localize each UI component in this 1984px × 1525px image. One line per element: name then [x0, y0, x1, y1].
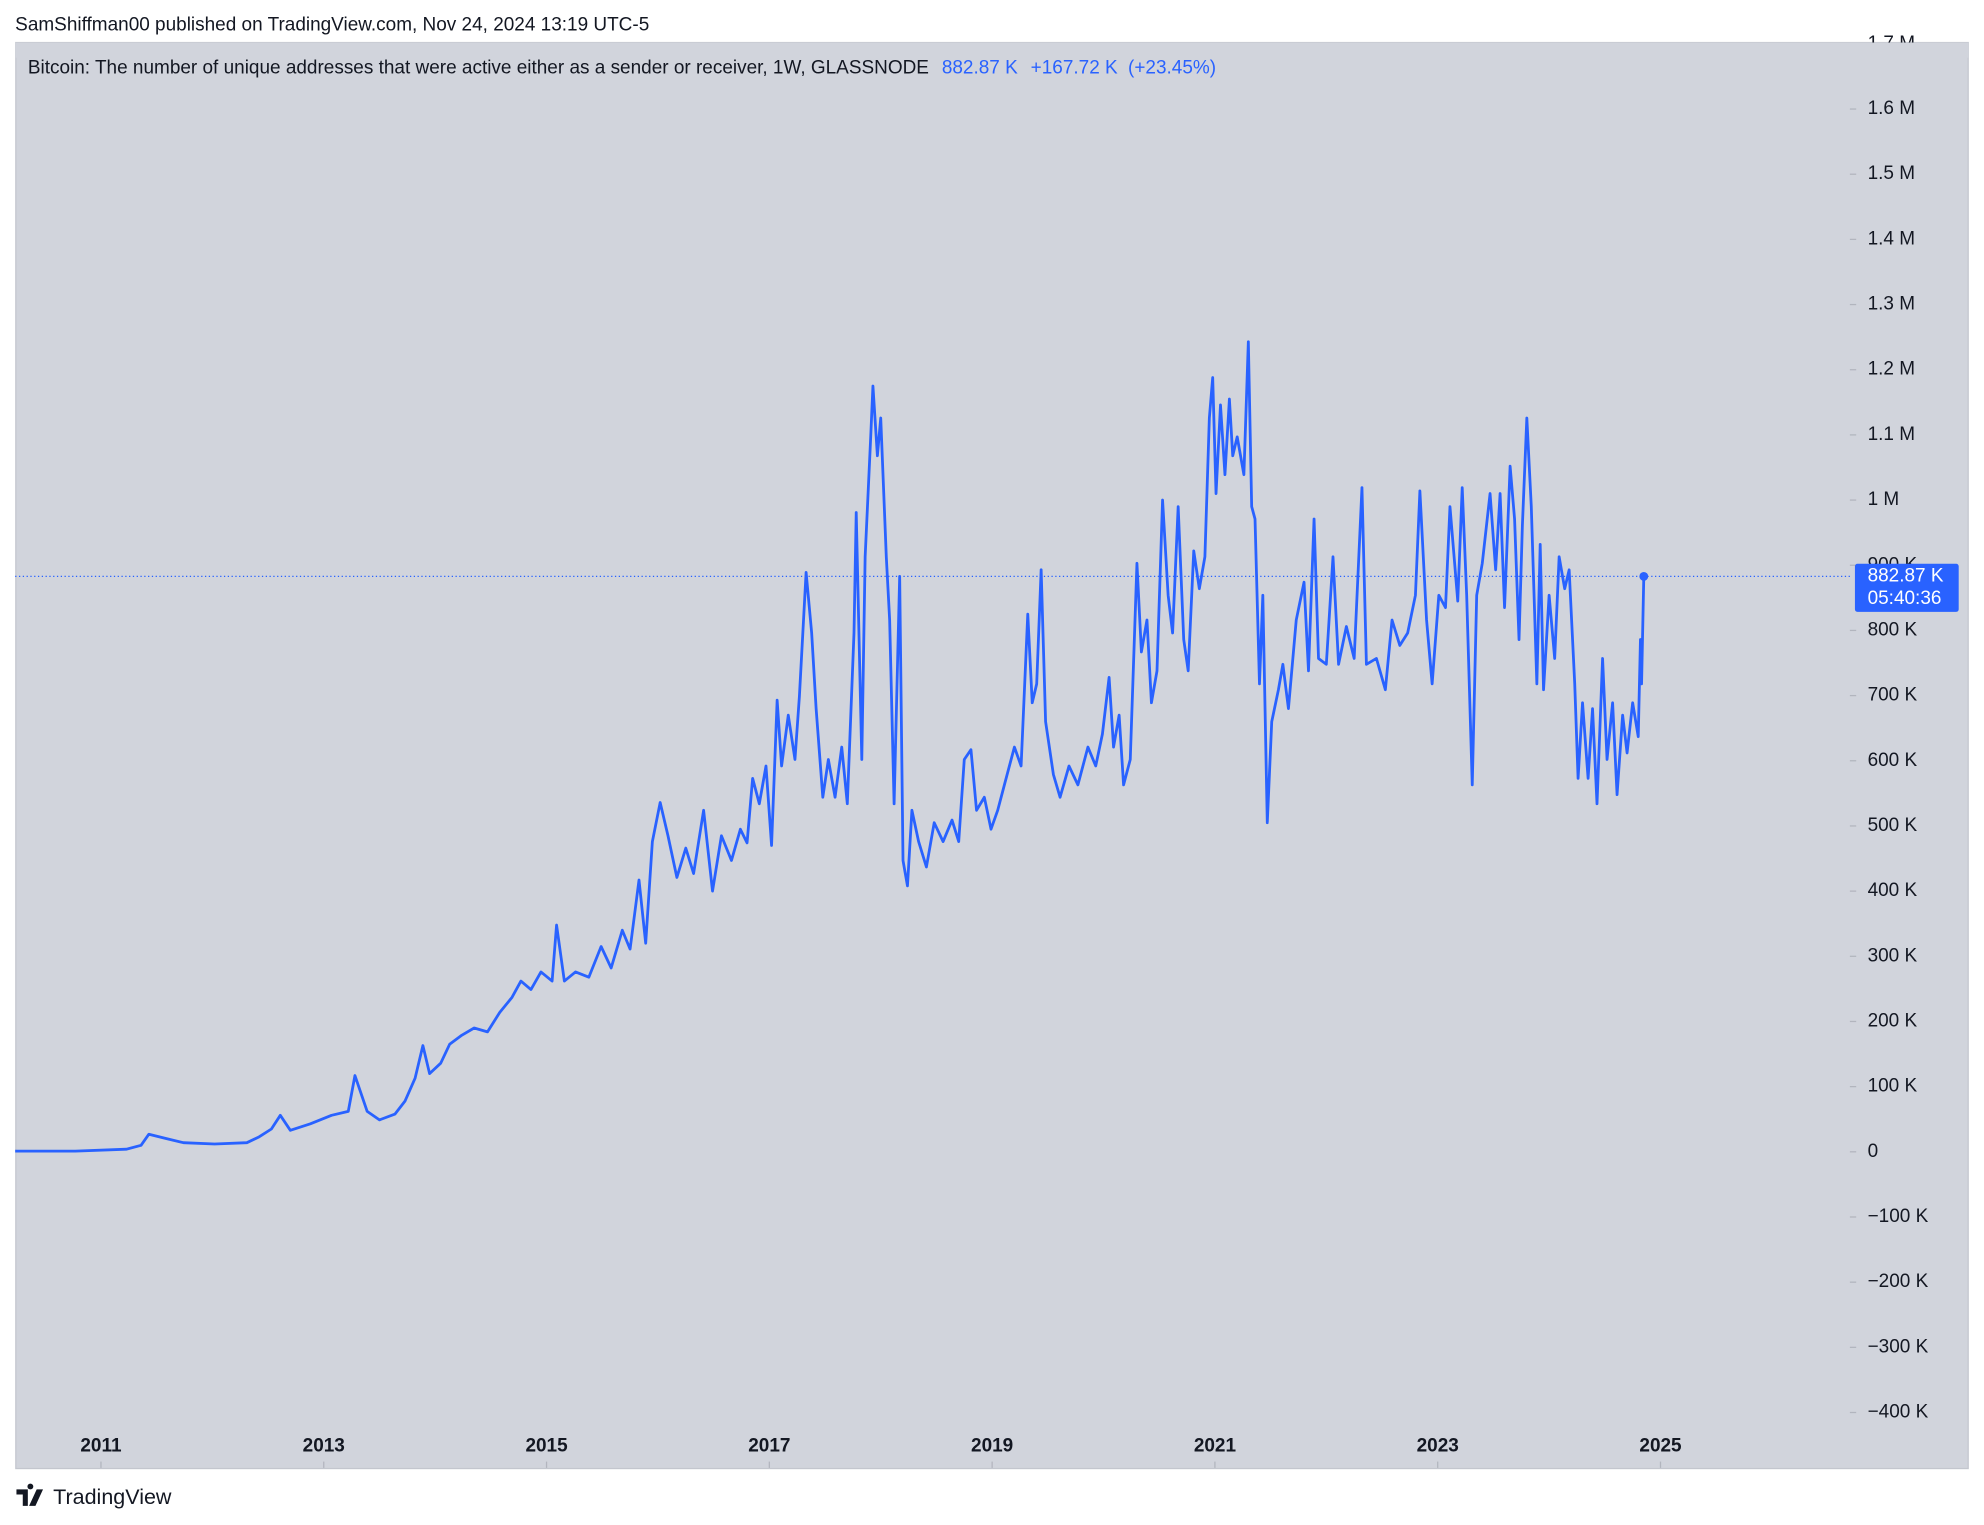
x-tick-label: 2017 — [748, 1435, 790, 1456]
y-tick-label: 500 K — [1868, 815, 1918, 836]
publish-info: SamShiffman00 published on TradingView.c… — [15, 14, 649, 35]
legend-change-pct: (+23.45%) — [1128, 57, 1216, 78]
y-tick-label: −100 K — [1868, 1206, 1929, 1227]
legend-value: 882.87 K — [942, 57, 1018, 78]
y-tick-label: 600 K — [1868, 750, 1918, 771]
y-tick-label: 1.2 M — [1868, 359, 1915, 380]
y-tick-label: 300 K — [1868, 945, 1918, 966]
x-tick-label: 2013 — [303, 1435, 345, 1456]
legend-title: Bitcoin: The number of unique addresses … — [28, 57, 929, 78]
y-tick-label: 200 K — [1868, 1010, 1918, 1031]
y-tick-label: 0 — [1868, 1141, 1879, 1162]
x-tick-label: 2021 — [1194, 1435, 1237, 1456]
y-tick-label: 100 K — [1868, 1076, 1918, 1097]
y-tick-label: 1.4 M — [1868, 228, 1915, 249]
x-tick-label: 2019 — [971, 1435, 1013, 1456]
data-line — [15, 340, 1646, 1153]
chart-area — [15, 41, 1969, 1470]
y-tick-label: −400 K — [1868, 1402, 1929, 1423]
y-tick-label: 400 K — [1868, 880, 1918, 901]
top-mask — [15, 42, 1969, 58]
y-tick-label: 800 K — [1868, 619, 1918, 640]
y-tick-label: 1.1 M — [1868, 424, 1915, 445]
price-badge-value: 882.87 K — [1868, 565, 1944, 586]
price-badge-countdown: 05:40:36 — [1868, 588, 1942, 609]
y-tick-label: 1.6 M — [1868, 98, 1915, 119]
y-tick-label: 1 M — [1868, 489, 1900, 510]
price-badge — [1854, 563, 1959, 612]
y-tick-label: 1.3 M — [1868, 294, 1915, 315]
x-tick-label: 2025 — [1639, 1435, 1682, 1456]
brand-name: TradingView — [53, 1485, 172, 1509]
y-tick-label: −300 K — [1868, 1336, 1929, 1357]
brand-logo: TradingView — [16, 1483, 172, 1509]
x-tick-label: 2015 — [525, 1435, 568, 1456]
logo-icon — [16, 1483, 44, 1506]
y-tick-label: 700 K — [1868, 685, 1918, 706]
legend-change: +167.72 K — [1031, 57, 1118, 78]
legend: Bitcoin: The number of unique addresses … — [28, 57, 1216, 78]
y-tick-label: −200 K — [1868, 1271, 1929, 1292]
y-tick-label: 1.5 M — [1868, 163, 1915, 184]
x-tick-label: 2023 — [1417, 1435, 1459, 1456]
x-tick-label: 2011 — [80, 1435, 122, 1456]
